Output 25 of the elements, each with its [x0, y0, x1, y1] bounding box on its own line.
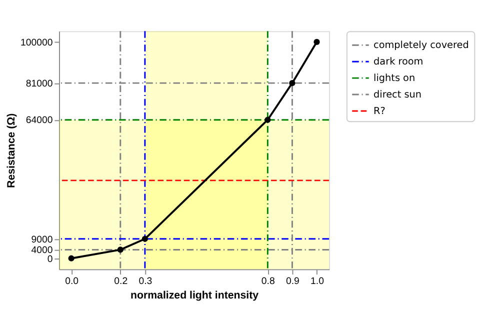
legend-label: dark room — [374, 56, 424, 68]
x-tick-label: 0.0 — [65, 276, 79, 288]
legend-label: R? — [374, 106, 386, 117]
x-axis-title: normalized light intensity — [130, 290, 259, 302]
y-tick-label: 100000 — [20, 37, 53, 48]
x-tick-label: 0.9 — [286, 276, 300, 288]
point — [264, 116, 271, 123]
x-tick-label: 0.2 — [114, 276, 128, 288]
y-tick-label: 64000 — [26, 115, 53, 126]
legend-label: lights on — [374, 72, 416, 84]
point — [117, 246, 124, 253]
point — [142, 236, 148, 242]
y-tick-label: 4000 — [31, 245, 53, 256]
y-axis-title: Resistance (Ω) — [6, 112, 18, 188]
point — [68, 255, 74, 262]
x-tick-label: 0.3 — [138, 276, 152, 288]
point — [289, 80, 296, 86]
point — [314, 38, 320, 46]
legend-label: completely covered — [374, 40, 469, 52]
y-tick-label: 9000 — [31, 234, 53, 246]
y-tick-label: 81000 — [26, 78, 53, 90]
y-tick-label: 0 — [47, 254, 53, 265]
x-tick-label: 1.0 — [310, 276, 324, 288]
x-tick-label: 0.8 — [261, 276, 275, 288]
legend-label: direct sun — [374, 89, 422, 100]
